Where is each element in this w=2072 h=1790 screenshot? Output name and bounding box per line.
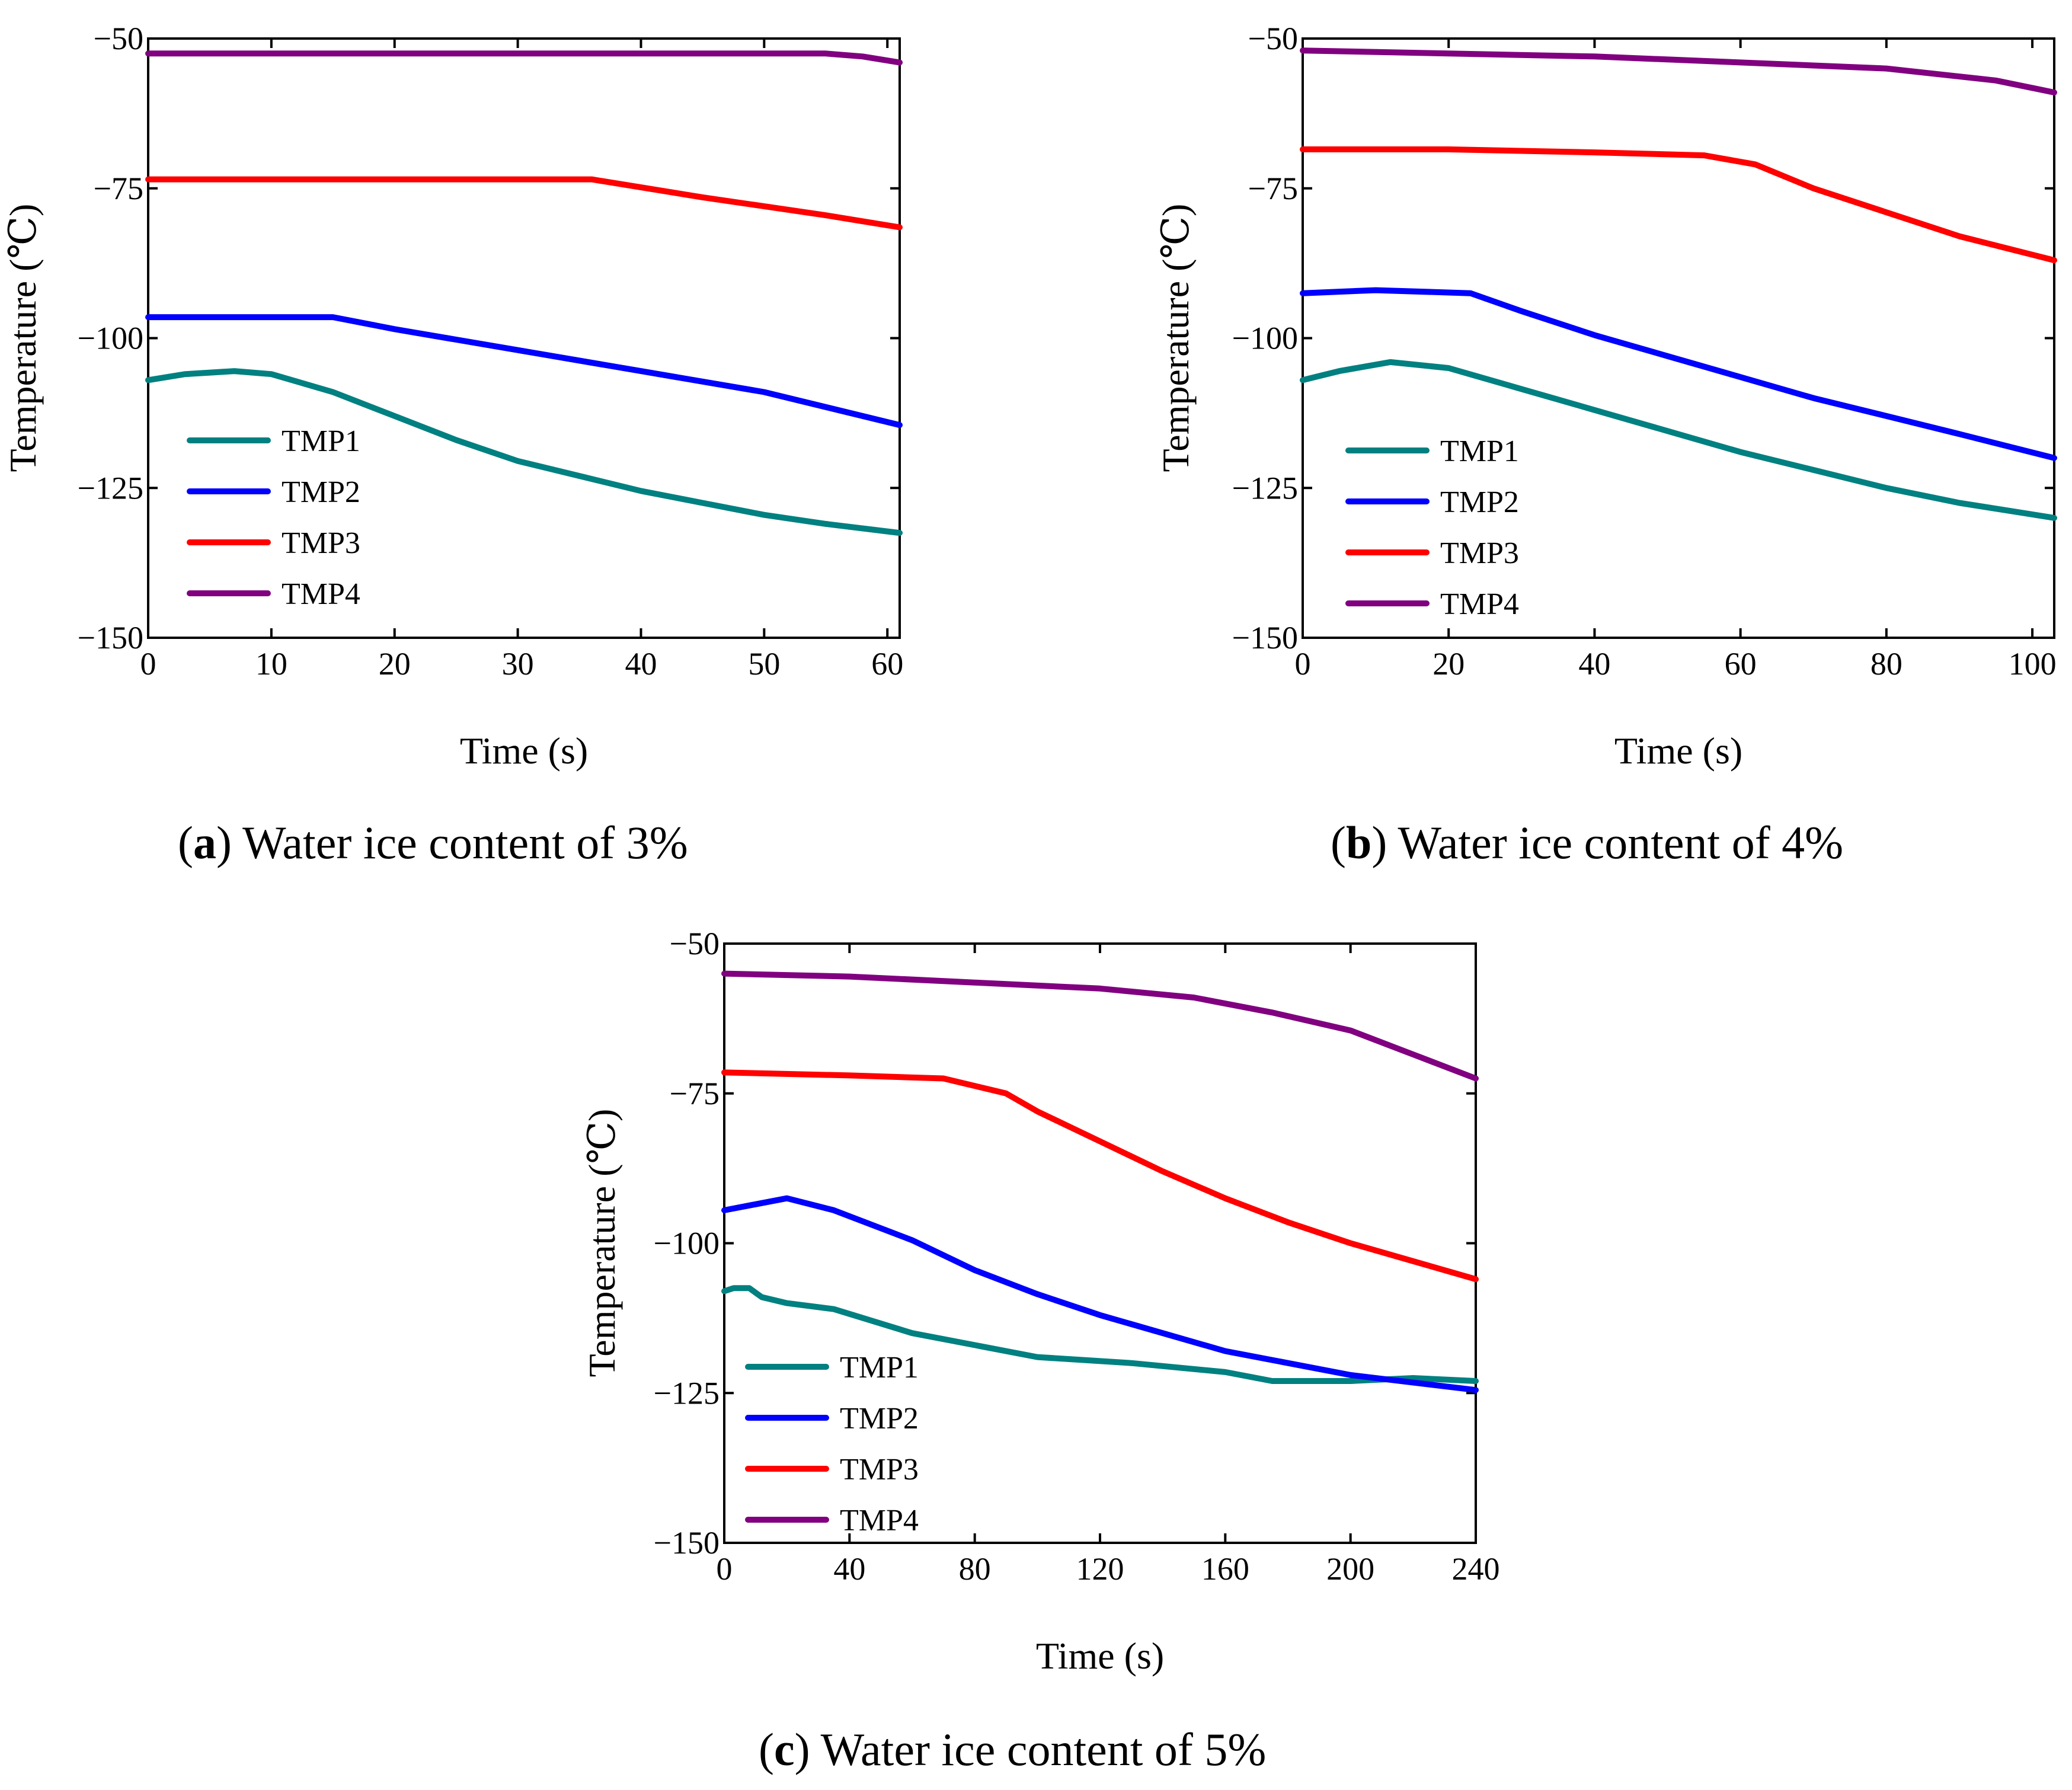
chart-a-ytick-label: −125	[78, 470, 143, 506]
chart-b-y-axis-label: Temperature (℃)	[1155, 204, 1197, 472]
chart-b-series-tmp1	[1300, 359, 2057, 521]
chart-b-caption-open-paren: (	[1331, 817, 1346, 868]
chart-a-series-tmp2	[145, 314, 903, 429]
chart-a-plot-frame	[147, 37, 901, 639]
chart-a-x-axis-label: Time (s)	[460, 730, 588, 772]
chart-b-caption-letter: b	[1346, 817, 1371, 868]
chart-a-ytick-label: −75	[94, 171, 143, 206]
chart-a-series-tmp1	[145, 368, 903, 536]
chart-c-legend-label-tmp4: TMP4	[840, 1504, 919, 1538]
chart-b-xtick-label: 0	[1295, 646, 1311, 682]
chart-c-legend: TMP1 TMP2 TMP3 TMP4	[745, 1351, 919, 1538]
chart-a-ytick-label: −50	[94, 21, 143, 56]
chart-c-xtick-label: 200	[1326, 1551, 1374, 1587]
chart-a-xtick-label: 30	[502, 646, 534, 682]
chart-a-xtick-label: 50	[748, 646, 780, 682]
chart-a-xtick-label: 60	[871, 646, 903, 682]
chart-b-series-tmp3	[1300, 146, 2057, 264]
chart-c-xtick-label: 40	[833, 1551, 865, 1587]
chart-b-plot-frame	[1302, 37, 2055, 639]
chart-b-xtick-label: 20	[1433, 646, 1465, 682]
chart-c-ytick-label: −50	[670, 926, 720, 961]
chart-b-xtick-label: 40	[1578, 646, 1610, 682]
chart-a-y-axis-label: Temperature (℃)	[2, 204, 44, 472]
chart-a-xtick-label: 10	[255, 646, 287, 682]
chart-b-legend-label-tmp1: TMP1	[1440, 434, 1519, 468]
chart-b-legend-label-tmp3: TMP3	[1440, 536, 1519, 570]
chart-b-x-axis-label: Time (s)	[1614, 730, 1742, 772]
chart-c-xtick-label: 0	[717, 1551, 733, 1587]
chart-b-caption-text: ) Water ice content of 4%	[1371, 817, 1843, 868]
chart-b-xtick-label: 60	[1725, 646, 1757, 682]
chart-c-y-axis-label: Temperature (℃)	[581, 1109, 623, 1377]
chart-a-ytick-label: −150	[78, 620, 143, 656]
chart-c-caption-open-paren: (	[759, 1724, 774, 1775]
chart-b-xtick-label: 100	[2009, 646, 2057, 682]
chart-c-legend-label-tmp1: TMP1	[840, 1351, 919, 1385]
chart-a-legend-label-tmp3: TMP3	[282, 526, 360, 560]
chart-c-legend-label-tmp2: TMP2	[840, 1402, 919, 1436]
chart-a-series-tmp3	[145, 176, 903, 231]
chart-b-legend: TMP1 TMP2 TMP3 TMP4	[1345, 434, 1519, 621]
chart-c-ytick-label: −75	[670, 1076, 720, 1111]
chart-b-caption: (b) Water ice content of 4%	[1331, 817, 1843, 868]
chart-c-x-axis-label: Time (s)	[1036, 1635, 1164, 1677]
chart-c-series-tmp2	[721, 1195, 1479, 1393]
chart-c-series-tmp1	[721, 1285, 1479, 1384]
chart-b-legend-label-tmp4: TMP4	[1440, 587, 1519, 621]
chart-a-caption-text: ) Water ice content of 3%	[216, 817, 688, 868]
chart-c-caption-text: ) Water ice content of 5%	[795, 1724, 1267, 1775]
chart-a-caption-letter: a	[193, 817, 216, 868]
chart-c-caption-letter: c	[774, 1724, 795, 1775]
chart-b-xtick-label: 80	[1870, 646, 1902, 682]
chart-a-xtick-label: 0	[140, 646, 156, 682]
chart-c-ytick-label: −125	[654, 1375, 720, 1411]
chart-a-legend: TMP1 TMP2 TMP3 TMP4	[187, 424, 360, 611]
chart-a-ytick-label: −100	[78, 321, 143, 356]
chart-c-series-tmp3	[721, 1069, 1479, 1283]
chart-a-legend-label-tmp1: TMP1	[282, 424, 360, 458]
chart-c-xtick-label: 120	[1076, 1551, 1124, 1587]
chart-c-xtick-label: 80	[959, 1551, 991, 1587]
chart-c-legend-label-tmp3: TMP3	[840, 1453, 919, 1487]
chart-a-legend-label-tmp4: TMP4	[282, 577, 360, 611]
chart-b-series-tmp2	[1300, 287, 2057, 461]
chart-c-xtick-label: 240	[1452, 1551, 1500, 1587]
chart-a-series-tmp4	[145, 50, 903, 66]
chart-b-legend-label-tmp2: TMP2	[1440, 485, 1519, 519]
chart-a-caption-open-paren: (	[178, 817, 193, 868]
chart-a-caption: (a) Water ice content of 3%	[178, 817, 688, 868]
chart-a-xtick-label: 20	[379, 646, 411, 682]
chart-a-legend-label-tmp2: TMP2	[282, 475, 360, 509]
chart-c-ytick-label: −150	[654, 1525, 720, 1561]
chart-c-ytick-label: −100	[654, 1226, 720, 1261]
chart-b-ytick-label: −50	[1248, 21, 1298, 56]
chart-b-ytick-label: −150	[1232, 620, 1298, 656]
chart-b-ytick-label: −75	[1248, 171, 1298, 206]
chart-a-xtick-label: 40	[625, 646, 657, 682]
chart-b-series-tmp4	[1300, 47, 2057, 95]
chart-c-xtick-label: 160	[1201, 1551, 1249, 1587]
chart-c-series-tmp4	[721, 970, 1479, 1082]
chart-c-caption: (c) Water ice content of 5%	[759, 1724, 1266, 1775]
chart-b-ytick-label: −125	[1232, 470, 1298, 506]
chart-b-ytick-label: −100	[1232, 321, 1298, 356]
